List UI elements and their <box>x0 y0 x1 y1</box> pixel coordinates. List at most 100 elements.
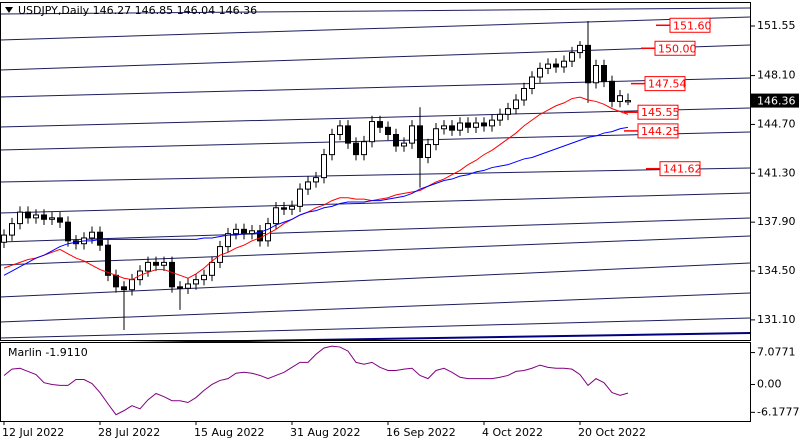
candle-body <box>297 188 303 207</box>
candle-body <box>449 125 455 131</box>
candle-body <box>313 177 319 183</box>
candle-body <box>569 52 575 62</box>
candle-body <box>545 63 551 69</box>
candle-body <box>273 207 279 225</box>
candle-body <box>585 44 591 84</box>
candle-body <box>41 214 47 220</box>
candle-body <box>425 144 431 158</box>
price-label: 147.54 <box>648 78 687 91</box>
candle-body <box>193 279 199 285</box>
candle-body <box>225 233 231 248</box>
candle-body <box>537 67 543 78</box>
candle-body <box>25 211 31 219</box>
candle-body <box>9 223 15 236</box>
price-label: 141.62 <box>663 163 702 176</box>
channel-line <box>0 192 751 214</box>
candle-body <box>601 65 607 82</box>
candle-body <box>377 121 383 128</box>
candle-body <box>433 128 439 146</box>
candle-body <box>473 122 479 128</box>
indicator-frame <box>0 342 751 422</box>
candle-body <box>577 44 583 54</box>
candle-body <box>521 88 527 101</box>
channel-line <box>0 16 751 41</box>
x-tick-label: 15 Aug 2022 <box>194 426 264 439</box>
candle-body <box>481 122 487 127</box>
x-tick-label: 28 Jul 2022 <box>98 426 160 439</box>
candle-body <box>49 217 55 220</box>
candle-body <box>289 205 295 210</box>
candle-body <box>57 217 63 223</box>
price-label-box <box>644 76 686 92</box>
channel-line <box>0 262 751 298</box>
chart-title: USDJPY,Daily 146.27 146.85 146.04 146.36 <box>18 4 257 17</box>
channel-line <box>0 235 751 266</box>
candle-body <box>177 286 183 289</box>
candle-body <box>417 125 423 158</box>
channel-line <box>0 292 751 323</box>
candle-body <box>529 76 535 90</box>
moving-average <box>3 126 629 276</box>
candle-body <box>337 125 343 135</box>
candle-body <box>97 231 103 246</box>
menu-triangle <box>5 7 13 13</box>
channel-line <box>0 77 751 98</box>
candle-body <box>113 274 119 288</box>
price-label: 151.60 <box>673 19 712 32</box>
candle-body <box>153 261 159 266</box>
candle-body <box>409 125 415 144</box>
candle-body <box>617 95 623 102</box>
y-tick-label: 134.50 <box>757 264 796 277</box>
indicator-title: Marlin -1.9110 <box>8 346 88 359</box>
y-tick-label: 144.70 <box>757 117 796 130</box>
candle-body <box>457 122 463 131</box>
y-tick-label: 0.00 <box>757 377 782 390</box>
candle-body <box>129 279 135 291</box>
price-label-box <box>669 17 711 33</box>
candle-body <box>241 228 247 235</box>
candle-body <box>401 142 407 147</box>
main-frame <box>0 2 751 341</box>
channel-line <box>0 217 751 243</box>
candle-body <box>169 261 175 288</box>
candle-body <box>385 126 391 135</box>
candle-body <box>513 99 519 110</box>
last-price-label: 146.36 <box>757 95 796 108</box>
x-tick-label: 4 Oct 2022 <box>482 426 543 439</box>
candle-body <box>609 80 615 102</box>
candle-body <box>505 108 511 115</box>
price-label: 145.55 <box>641 106 680 119</box>
candle-body <box>89 231 95 239</box>
channel-line <box>0 167 751 183</box>
candle-body <box>17 211 23 225</box>
candle-body <box>329 133 335 156</box>
candle-body <box>593 65 599 84</box>
candle-body <box>369 121 375 143</box>
candle-body <box>121 286 127 291</box>
candle-body <box>209 261 215 276</box>
candle-body <box>1 234 7 243</box>
moving-average <box>3 96 629 281</box>
x-tick-label: 31 Aug 2022 <box>290 426 360 439</box>
oscillator-line <box>3 345 629 416</box>
candle-body <box>65 221 71 242</box>
candle-body <box>393 133 399 147</box>
candle-body <box>353 142 359 156</box>
y-tick-label: -6.1777 <box>757 405 799 418</box>
price-label-box <box>637 123 679 139</box>
candle-body <box>497 113 503 121</box>
candle-body <box>489 119 495 127</box>
channel-lines <box>0 7 751 346</box>
y-tick-label: 151.55 <box>757 19 796 32</box>
candle-body <box>465 122 471 128</box>
candle-body <box>33 214 39 219</box>
candle-body <box>305 181 311 190</box>
y-tick-label: 7.0771 <box>757 346 796 359</box>
candle-body <box>625 100 631 103</box>
channel-line <box>0 107 751 128</box>
candle-body <box>361 141 367 156</box>
price-label: 144.25 <box>641 125 680 138</box>
x-tick-label: 20 Oct 2022 <box>578 426 646 439</box>
channel-line <box>0 44 751 71</box>
